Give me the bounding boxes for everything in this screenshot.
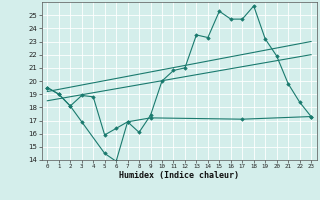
X-axis label: Humidex (Indice chaleur): Humidex (Indice chaleur) [119,171,239,180]
